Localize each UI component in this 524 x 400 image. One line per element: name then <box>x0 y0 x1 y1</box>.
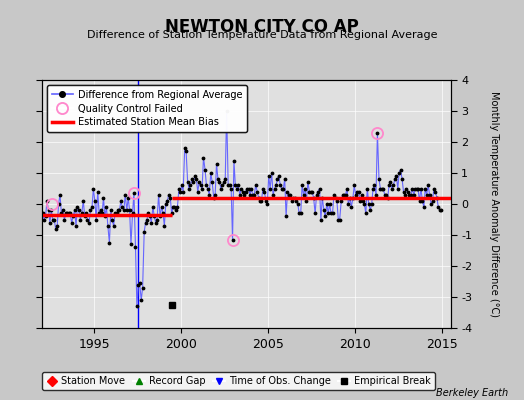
Legend: Station Move, Record Gap, Time of Obs. Change, Empirical Break: Station Move, Record Gap, Time of Obs. C… <box>42 372 434 390</box>
Text: Difference of Station Temperature Data from Regional Average: Difference of Station Temperature Data f… <box>87 30 437 40</box>
Y-axis label: Monthly Temperature Anomaly Difference (°C): Monthly Temperature Anomaly Difference (… <box>489 91 499 317</box>
Text: Berkeley Earth: Berkeley Earth <box>436 388 508 398</box>
Legend: Difference from Regional Average, Quality Control Failed, Estimated Station Mean: Difference from Regional Average, Qualit… <box>47 85 247 132</box>
Text: NEWTON CITY CO AP: NEWTON CITY CO AP <box>165 18 359 36</box>
